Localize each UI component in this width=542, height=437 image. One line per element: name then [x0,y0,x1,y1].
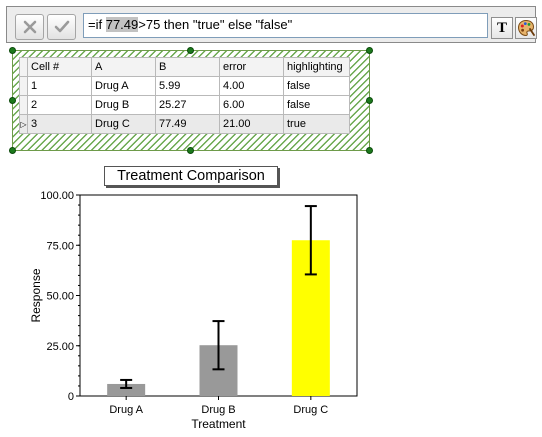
x-icon [23,20,36,34]
y-tick-label: 0 [68,391,74,403]
table-cell[interactable]: true [283,114,350,134]
table-cell[interactable]: Drug A [91,76,156,96]
table-row-current: ▷ 3 Drug C 77.49 21.00 true [19,114,350,134]
table-row: 1 Drug A 5.99 4.00 false [19,76,350,96]
formula-suffix: >75 then "true" else "false" [138,17,293,32]
y-axis-title: Response [29,268,43,322]
y-tick-label: 100.00 [40,190,74,202]
text-tool-button[interactable]: T [491,17,513,39]
x-axis-title: Treatment [191,417,246,431]
table-cell[interactable]: 21.00 [219,114,284,134]
x-tick-label: Drug A [109,404,143,416]
checkmark-icon [54,20,69,33]
table-cell[interactable]: 4.00 [219,76,284,96]
paint-palette-icon [517,19,535,37]
resize-handle-right[interactable] [366,97,373,104]
resize-handle-top-left[interactable] [9,47,16,54]
y-tick-label: 75.00 [46,240,74,252]
table-cell[interactable]: false [283,95,350,115]
column-header[interactable]: B [155,57,220,77]
column-header[interactable]: error [219,57,284,77]
table-header-row: Cell # A B error highlighting [19,57,350,77]
formula-prefix: =if [88,17,106,32]
table-cell[interactable]: Drug C [91,114,156,134]
table-cell[interactable]: Drug B [91,95,156,115]
y-tick-label: 25.00 [46,341,74,353]
y-tick-label: 50.00 [46,291,74,303]
formula-bar: =if 77.49>75 then "true" else "false" T [6,6,537,43]
accept-button[interactable] [47,14,76,40]
bar [107,383,146,396]
column-header[interactable]: highlighting [283,57,350,77]
resize-handle-left[interactable] [9,97,16,104]
formula-highlighted-value: 77.49 [105,17,139,32]
x-tick-label: Drug C [293,404,328,416]
resize-handle-bottom-right[interactable] [366,147,373,154]
resize-handle-bottom-left[interactable] [9,147,16,154]
formula-input[interactable]: =if 77.49>75 then "true" else "false" [83,13,488,38]
table-row: 2 Drug B 25.27 6.00 false [19,95,350,115]
resize-handle-top[interactable] [187,47,194,54]
table-cell[interactable]: 3 [27,114,92,134]
cancel-button[interactable] [15,14,44,40]
column-header[interactable]: Cell # [27,57,92,77]
chart-title[interactable]: Treatment Comparison [104,166,278,186]
table-cell[interactable]: 77.49 [155,114,220,134]
palette-button[interactable] [515,17,537,39]
resize-handle-bottom[interactable] [187,147,194,154]
x-tick-label: Drug B [201,404,235,416]
resize-handle-top-right[interactable] [366,47,373,54]
data-table: Cell # A B error highlighting 1 Drug A 5… [19,57,350,134]
